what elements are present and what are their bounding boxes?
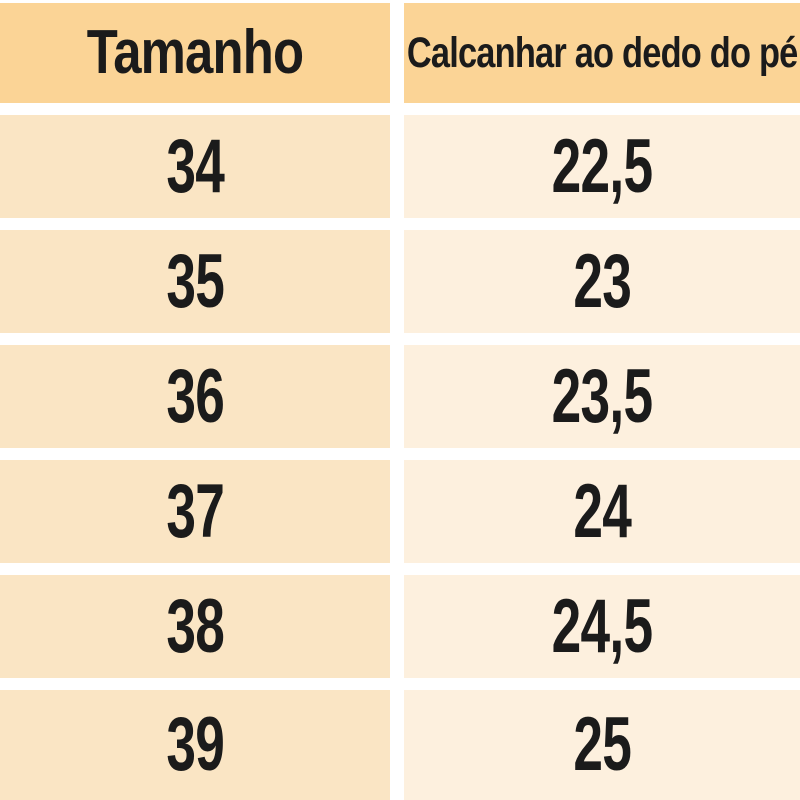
table-row-5-length-cell: 24,5 — [404, 575, 800, 678]
length-value: 24,5 — [551, 583, 653, 669]
header-cell-heel-to-toe: Calcanhar ao dedo do pé — [404, 3, 800, 103]
table-row-4-length-cell: 24 — [404, 460, 800, 563]
table-row-2-length-cell: 23 — [404, 230, 800, 333]
table-row-5-size-cell: 38 — [0, 575, 390, 678]
size-value: 35 — [166, 238, 224, 324]
table-row-4-size-cell: 37 — [0, 460, 390, 563]
size-value: 38 — [166, 583, 224, 669]
size-value: 39 — [166, 702, 224, 787]
length-value: 23 — [573, 238, 631, 324]
size-value: 34 — [166, 123, 224, 209]
header-tamanho-label: Tamanho — [86, 18, 304, 87]
table-row-6-length-cell: 25 — [404, 690, 800, 800]
table-row-6-size-cell: 39 — [0, 690, 390, 800]
size-value: 37 — [166, 468, 224, 554]
length-value: 25 — [573, 702, 631, 787]
length-value: 22,5 — [551, 123, 653, 209]
size-value: 36 — [166, 353, 224, 439]
table-row-3-length-cell: 23,5 — [404, 345, 800, 448]
header-heel-to-toe-label: Calcanhar ao dedo do pé — [406, 28, 798, 77]
length-value: 24 — [573, 468, 631, 554]
header-cell-tamanho: Tamanho — [0, 3, 390, 103]
table-row-2-size-cell: 35 — [0, 230, 390, 333]
table-row-1-length-cell: 22,5 — [404, 115, 800, 218]
size-table: Tamanho Calcanhar ao dedo do pé 34 22,5 … — [0, 3, 800, 800]
table-row-1-size-cell: 34 — [0, 115, 390, 218]
table-row-3-size-cell: 36 — [0, 345, 390, 448]
length-value: 23,5 — [551, 353, 653, 439]
